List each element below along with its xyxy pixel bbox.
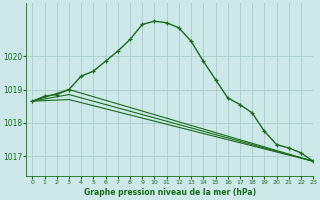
X-axis label: Graphe pression niveau de la mer (hPa): Graphe pression niveau de la mer (hPa) [84,188,256,197]
